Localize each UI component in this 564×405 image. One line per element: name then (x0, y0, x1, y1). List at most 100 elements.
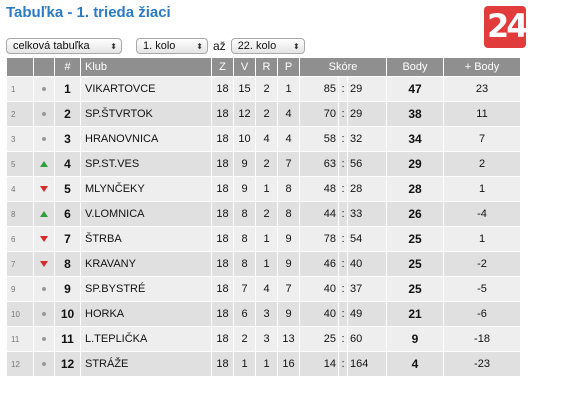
goals-for-cell: 70 (300, 102, 338, 126)
draws-cell: 2 (256, 202, 277, 226)
draws-cell: 2 (256, 102, 277, 126)
prev-rank-cell: 10 (7, 302, 33, 326)
table-row: 12 12 STRÁŽE 18 1 1 16 14:164 4 -23 (7, 352, 520, 376)
trend-cell (34, 302, 54, 326)
plus-points-cell: -2 (444, 252, 520, 276)
club-name-cell[interactable]: HRANOVNICA (81, 127, 211, 151)
trend-cell (34, 227, 54, 251)
header-score: Skóre (300, 58, 386, 76)
trend-cell (34, 77, 54, 101)
club-name-cell[interactable]: VIKARTOVCE (81, 77, 211, 101)
club-name-cell[interactable]: STRÁŽE (81, 352, 211, 376)
select-arrows-icon: ⬍ (292, 41, 300, 51)
header-points: Body (387, 58, 443, 76)
points-cell: 9 (387, 327, 443, 351)
prev-rank-cell: 3 (7, 127, 33, 151)
played-cell: 18 (212, 327, 233, 351)
club-name-cell[interactable]: HORKA (81, 302, 211, 326)
select-arrows-icon: ⬍ (110, 41, 117, 51)
round-to-select[interactable]: 22. kolo ⬍ (230, 38, 305, 54)
header-trend (34, 58, 54, 76)
header-z: Z (212, 58, 233, 76)
round-to-select-value: 22. kolo (237, 40, 277, 52)
page-title: Tabuľka - 1. trieda žiaci (6, 4, 171, 21)
table-row: 8 6 V.LOMNICA 18 8 2 8 44:33 26 -4 (7, 202, 520, 226)
draws-cell: 1 (256, 227, 277, 251)
plus-points-cell: 11 (444, 102, 520, 126)
played-cell: 18 (212, 177, 233, 201)
trend-up-icon (40, 161, 48, 168)
table-type-select[interactable]: celková tabuľka ⬍ (6, 38, 122, 54)
table-type-select-value: celková tabuľka (13, 40, 90, 52)
club-name-cell[interactable]: SP.BYSTRÉ (81, 277, 211, 301)
standings-table: # Klub Z V R P Skóre Body + Body 1 1 VIKAR… (6, 57, 521, 377)
trend-same-icon (42, 112, 46, 117)
draws-cell: 3 (256, 327, 277, 351)
draws-cell: 3 (256, 302, 277, 326)
wins-cell: 12 (234, 102, 255, 126)
position-cell: 4 (55, 152, 80, 176)
wins-cell: 1 (234, 352, 255, 376)
club-name-cell[interactable]: V.LOMNICA (81, 202, 211, 226)
select-arrows-icon: ⬍ (196, 41, 203, 51)
plus-points-cell: 7 (444, 127, 520, 151)
score-separator-cell: : (339, 127, 347, 151)
club-name-cell[interactable]: MLYNČEKY (81, 177, 211, 201)
club-name-cell[interactable]: L.TEPLIČKA (81, 327, 211, 351)
header-prev-rank (7, 58, 33, 76)
goals-for-cell: 44 (300, 202, 338, 226)
trend-same-icon (42, 362, 46, 367)
table-header-row: # Klub Z V R P Skóre Body + Body (7, 58, 520, 76)
points-cell: 47 (387, 77, 443, 101)
goals-for-cell: 46 (300, 252, 338, 276)
wins-cell: 7 (234, 277, 255, 301)
club-name-cell[interactable]: KRAVANY (81, 252, 211, 276)
points-cell: 26 (387, 202, 443, 226)
position-cell: 10 (55, 302, 80, 326)
position-cell: 5 (55, 177, 80, 201)
prev-rank-cell: 4 (7, 177, 33, 201)
score-separator-cell: : (339, 327, 347, 351)
losses-cell: 4 (278, 102, 299, 126)
draws-cell: 2 (256, 152, 277, 176)
trend-cell (34, 352, 54, 376)
trend-down-icon (40, 186, 48, 193)
prev-rank-cell: 8 (7, 202, 33, 226)
played-cell: 18 (212, 277, 233, 301)
position-cell: 1 (55, 77, 80, 101)
table-row: 4 5 MLYNČEKY 18 9 1 8 48:28 28 1 (7, 177, 520, 201)
trend-cell (34, 152, 54, 176)
plus-points-cell: -5 (444, 277, 520, 301)
points-cell: 34 (387, 127, 443, 151)
trend-cell (34, 177, 54, 201)
goals-against-cell: 40 (348, 252, 386, 276)
points-cell: 38 (387, 102, 443, 126)
trend-same-icon (42, 287, 46, 292)
goals-against-cell: 28 (348, 177, 386, 201)
goals-for-cell: 85 (300, 77, 338, 101)
draws-cell: 1 (256, 177, 277, 201)
score-separator-cell: : (339, 77, 347, 101)
brand-logo[interactable]: 24 (484, 6, 526, 48)
goals-against-cell: 37 (348, 277, 386, 301)
club-name-cell[interactable]: SP.ŠTVRTOK (81, 102, 211, 126)
draws-cell: 2 (256, 77, 277, 101)
club-name-cell[interactable]: ŠTRBA (81, 227, 211, 251)
draws-cell: 1 (256, 252, 277, 276)
points-cell: 25 (387, 277, 443, 301)
goals-against-cell: 54 (348, 227, 386, 251)
standings-body: 1 1 VIKARTOVCE 18 15 2 1 85:29 47 23 2 2 SP.ŠTVRTOK 1… (7, 77, 520, 376)
played-cell: 18 (212, 252, 233, 276)
position-cell: 2 (55, 102, 80, 126)
goals-against-cell: 49 (348, 302, 386, 326)
prev-rank-cell: 12 (7, 352, 33, 376)
trend-same-icon (42, 137, 46, 142)
table-row: 3 3 HRANOVNICA 18 10 4 4 58:32 34 7 (7, 127, 520, 151)
trend-cell (34, 127, 54, 151)
goals-against-cell: 164 (348, 352, 386, 376)
goals-against-cell: 29 (348, 102, 386, 126)
losses-cell: 7 (278, 152, 299, 176)
round-from-select[interactable]: 1. kolo ⬍ (136, 38, 208, 54)
club-name-cell[interactable]: SP.ST.VES (81, 152, 211, 176)
position-cell: 9 (55, 277, 80, 301)
